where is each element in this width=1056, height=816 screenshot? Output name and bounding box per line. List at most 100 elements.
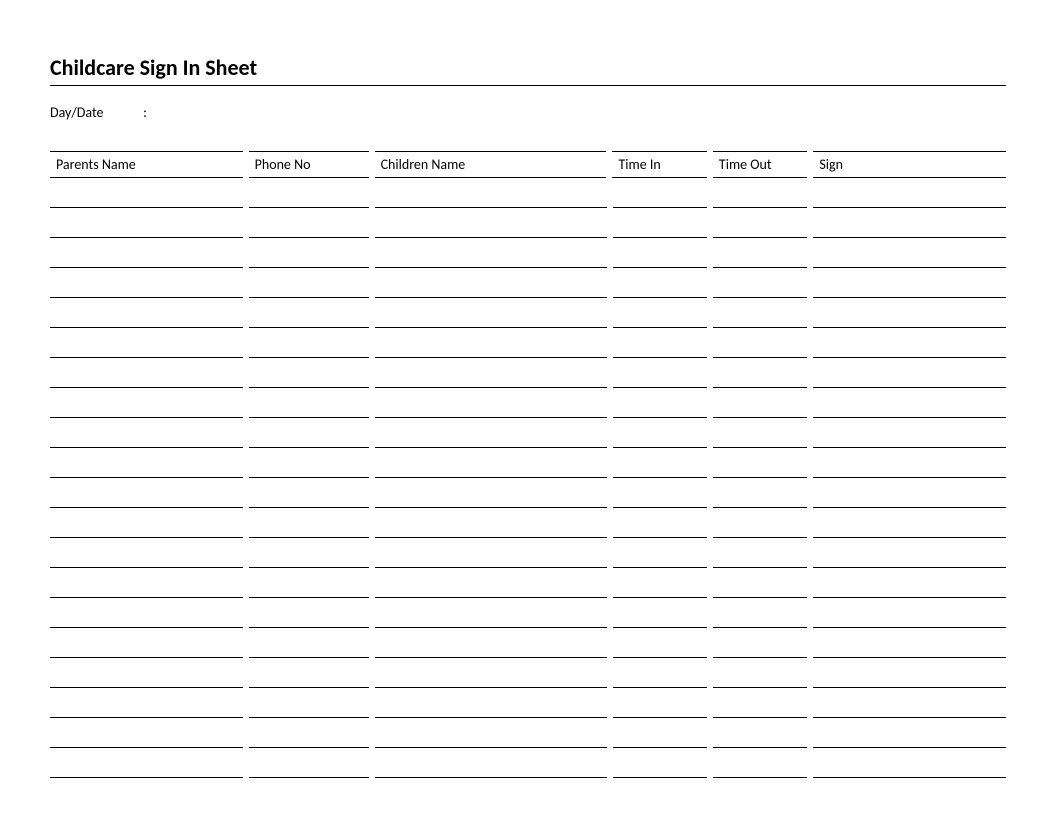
table-row xyxy=(50,312,1006,328)
cell-timeout xyxy=(713,642,807,658)
cell-sign xyxy=(813,582,1006,598)
cell-timeout xyxy=(713,762,807,778)
cell-sign xyxy=(813,372,1006,388)
cell-phone xyxy=(249,222,369,238)
cell-phone xyxy=(249,732,369,748)
cell-timein xyxy=(613,492,707,508)
cell-parents xyxy=(50,432,243,448)
cell-timeout xyxy=(713,552,807,568)
cell-sign xyxy=(813,432,1006,448)
cell-phone xyxy=(249,642,369,658)
table-row xyxy=(50,762,1006,778)
cell-phone xyxy=(249,702,369,718)
cell-timeout xyxy=(713,342,807,358)
cell-children xyxy=(375,222,607,238)
cell-phone xyxy=(249,252,369,268)
cell-phone xyxy=(249,282,369,298)
cell-phone xyxy=(249,312,369,328)
table-row xyxy=(50,492,1006,508)
cell-timeout xyxy=(713,522,807,538)
cell-parents xyxy=(50,282,243,298)
cell-children xyxy=(375,642,607,658)
table-row xyxy=(50,342,1006,358)
table-row xyxy=(50,612,1006,628)
cell-phone xyxy=(249,192,369,208)
table-row xyxy=(50,642,1006,658)
cell-timein xyxy=(613,222,707,238)
cell-timein xyxy=(613,462,707,478)
cell-sign xyxy=(813,732,1006,748)
cell-timeout xyxy=(713,192,807,208)
day-date-row: Day/Date : xyxy=(50,104,1006,121)
cell-parents xyxy=(50,312,243,328)
cell-phone xyxy=(249,762,369,778)
cell-phone xyxy=(249,672,369,688)
cell-timein xyxy=(613,402,707,418)
cell-children xyxy=(375,192,607,208)
cell-timeout xyxy=(713,252,807,268)
cell-sign xyxy=(813,642,1006,658)
cell-children xyxy=(375,552,607,568)
cell-parents xyxy=(50,342,243,358)
cell-phone xyxy=(249,492,369,508)
cell-children xyxy=(375,582,607,598)
header-time-in: Time In xyxy=(612,151,706,178)
table-body xyxy=(50,192,1006,778)
cell-parents xyxy=(50,582,243,598)
table-row xyxy=(50,432,1006,448)
cell-timeout xyxy=(713,732,807,748)
cell-sign xyxy=(813,402,1006,418)
cell-timeout xyxy=(713,702,807,718)
signin-table: Parents Name Phone No Children Name Time… xyxy=(50,151,1006,778)
cell-timeout xyxy=(713,222,807,238)
cell-sign xyxy=(813,702,1006,718)
cell-timein xyxy=(613,312,707,328)
cell-children xyxy=(375,762,607,778)
cell-phone xyxy=(249,612,369,628)
cell-timeout xyxy=(713,462,807,478)
cell-parents xyxy=(50,732,243,748)
table-row xyxy=(50,252,1006,268)
table-row xyxy=(50,552,1006,568)
cell-parents xyxy=(50,522,243,538)
cell-timeout xyxy=(713,612,807,628)
cell-children xyxy=(375,342,607,358)
cell-parents xyxy=(50,462,243,478)
table-row xyxy=(50,402,1006,418)
cell-parents xyxy=(50,222,243,238)
table-row xyxy=(50,372,1006,388)
table-row xyxy=(50,672,1006,688)
cell-sign xyxy=(813,312,1006,328)
cell-timein xyxy=(613,642,707,658)
cell-parents xyxy=(50,402,243,418)
cell-phone xyxy=(249,432,369,448)
cell-sign xyxy=(813,282,1006,298)
cell-timein xyxy=(613,192,707,208)
cell-sign xyxy=(813,192,1006,208)
page-title: Childcare Sign In Sheet xyxy=(50,54,1006,85)
cell-timein xyxy=(613,732,707,748)
cell-timein xyxy=(613,552,707,568)
cell-children xyxy=(375,522,607,538)
header-phone-no: Phone No xyxy=(249,151,369,178)
cell-parents xyxy=(50,372,243,388)
cell-timeout xyxy=(713,282,807,298)
cell-phone xyxy=(249,372,369,388)
cell-parents xyxy=(50,492,243,508)
cell-timeout xyxy=(713,372,807,388)
cell-timein xyxy=(613,372,707,388)
cell-timein xyxy=(613,522,707,538)
cell-sign xyxy=(813,492,1006,508)
table-row xyxy=(50,732,1006,748)
cell-parents xyxy=(50,192,243,208)
cell-children xyxy=(375,282,607,298)
header-time-out: Time Out xyxy=(713,151,807,178)
cell-sign xyxy=(813,252,1006,268)
cell-sign xyxy=(813,552,1006,568)
day-date-label: Day/Date xyxy=(50,104,140,121)
cell-timein xyxy=(613,672,707,688)
cell-phone xyxy=(249,522,369,538)
cell-children xyxy=(375,612,607,628)
table-row xyxy=(50,222,1006,238)
table-row xyxy=(50,462,1006,478)
